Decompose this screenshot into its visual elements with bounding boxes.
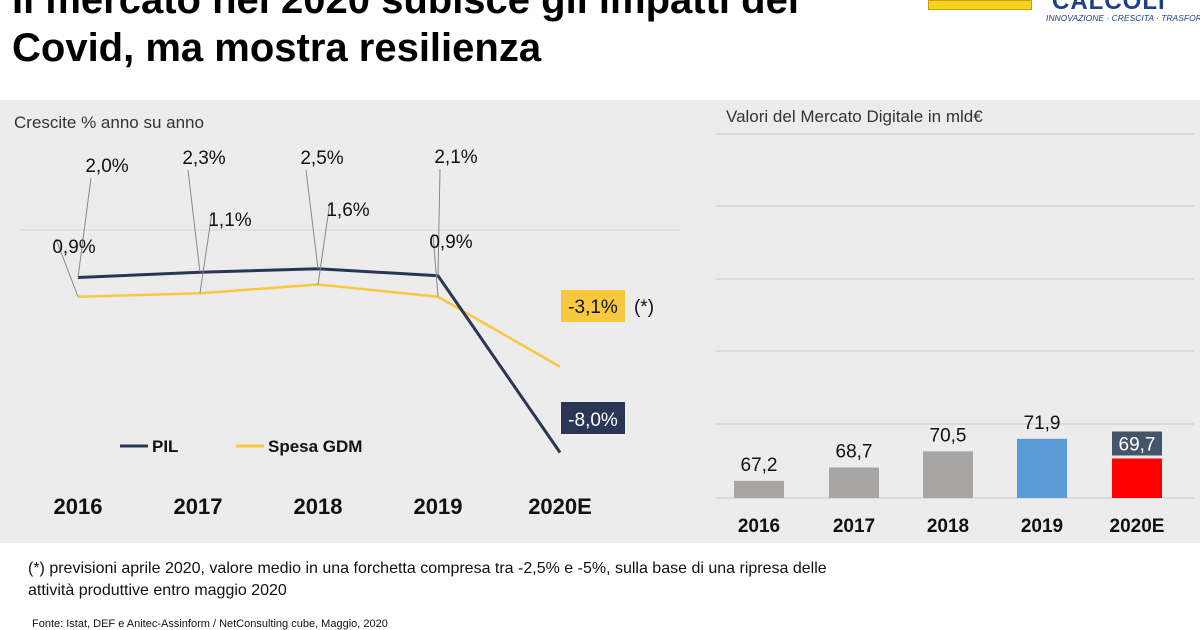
x-axis-tick-label: 2017: [174, 494, 223, 519]
bar-value-label: 67,2: [741, 455, 778, 476]
line-chart-title: Crescite % anno su anno: [14, 113, 204, 132]
x-axis-tick-label: 2020E: [528, 494, 592, 519]
bar-2020E: [1112, 458, 1162, 498]
page-title-line2: Covid, ma mostra resilienza: [12, 26, 542, 70]
x-axis-tick-label: 2019: [1021, 516, 1063, 537]
market-bar-chart: Valori del Mercato Digitale in mld€ 67,2 2…: [716, 107, 1194, 537]
gdm-label-leader: [55, 238, 79, 297]
gdm-label-leader: [432, 233, 439, 297]
gdm-label-box-2020e: [561, 290, 625, 322]
logo-tagline: INNOVAZIONE · CRESCITA · TRASFORMAZIONE: [1046, 13, 1200, 23]
bar-2017: [829, 467, 879, 498]
pil-data-label: -8,0%: [568, 410, 618, 431]
bar-value-label: 68,7: [836, 441, 873, 462]
pil-label-leader: [437, 168, 441, 276]
x-axis-tick-label: 2018: [927, 516, 969, 537]
x-axis-tick-label: 2020E: [1110, 516, 1165, 537]
pil-label-leader: [305, 169, 319, 269]
logo-wordmark: CALCOLI: [1052, 0, 1166, 15]
bar-chart-title: Valori del Mercato Digitale in mld€: [726, 107, 983, 126]
gdm-label-leader: [317, 201, 331, 285]
growth-chart-panel: Crescite % anno su anno 2,0% 2,3% 2,5% 2,1% -…: [0, 100, 692, 543]
bar-value-label: 70,5: [930, 425, 967, 446]
pil-label-box-2020e: [561, 402, 625, 434]
gdm-data-label: 1,6%: [326, 200, 369, 221]
bar-value-label: 71,9: [1024, 413, 1061, 434]
page-title-line1: Il mercato nel 2020 subisce gli impatti …: [12, 0, 799, 22]
growth-line-chart: Crescite % anno su anno 2,0% 2,3% 2,5% 2,1% -…: [14, 113, 680, 519]
pil-data-label: 2,1%: [434, 147, 477, 168]
x-axis-tick-label: 2018: [294, 494, 343, 519]
page-title: Il mercato nel 2020 subisce gli impatti …: [12, 0, 912, 72]
footnote: (*) previsioni aprile 2020, valore medio…: [28, 558, 1028, 602]
bar-value-label: 69,7: [1119, 434, 1156, 455]
pil-label-leader: [77, 177, 92, 278]
series-line-spesa-gdm: [77, 283, 561, 368]
gdm-label-leader: [199, 211, 213, 294]
gdm-data-label: 0,9%: [429, 232, 472, 253]
forecast-annotation: (*): [634, 297, 654, 318]
footnote-line2: attività produttive entro maggio 2020: [28, 582, 287, 599]
x-axis-tick-label: 2019: [414, 494, 463, 519]
gdm-data-label: -3,1%: [568, 297, 618, 318]
pil-label-leader: [187, 169, 201, 273]
x-axis-tick-label: 2017: [833, 516, 875, 537]
bar-2018: [923, 451, 973, 498]
source-note: Fonte: Istat, DEF e Anitec-Assinform / N…: [32, 618, 388, 630]
bar-2016: [734, 480, 784, 498]
pil-data-label: 2,3%: [182, 148, 225, 169]
x-axis-tick-label: 2016: [54, 494, 103, 519]
pil-data-label: 2,5%: [300, 148, 343, 169]
logo-badge: [928, 0, 1032, 10]
legend-label-pil: PIL: [152, 437, 178, 456]
gdm-data-label: 1,1%: [208, 210, 251, 231]
legend-label-spesa-gdm: Spesa GDM: [268, 437, 362, 456]
market-bar-chart-panel: Valori del Mercato Digitale in mld€ 67,2 2…: [692, 100, 1200, 543]
bar-value-label-box-2020e: [1112, 431, 1162, 456]
gdm-data-label: 0,9%: [52, 237, 95, 258]
footnote-line1: (*) previsioni aprile 2020, valore medio…: [28, 560, 827, 577]
x-axis-tick-label: 2016: [738, 516, 780, 537]
pil-data-label: 2,0%: [85, 156, 128, 177]
bar-2019: [1017, 438, 1067, 498]
series-line-pil: [77, 267, 562, 454]
